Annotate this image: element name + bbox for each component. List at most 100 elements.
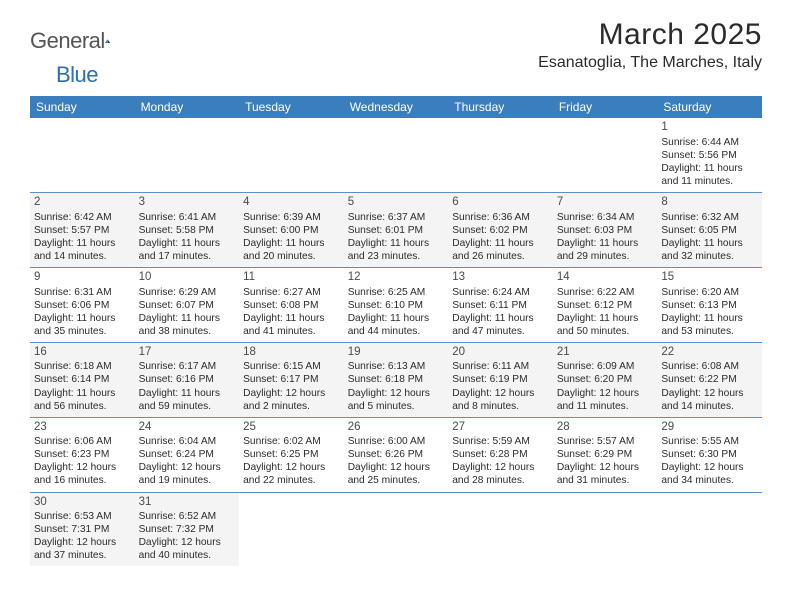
weekday-header: Saturday <box>657 96 762 118</box>
daylight-text: Daylight: 11 hours and 14 minutes. <box>34 237 131 263</box>
calendar-day-cell: 30Sunrise: 6:53 AMSunset: 7:31 PMDayligh… <box>30 492 135 566</box>
sunrise-text: Sunrise: 6:04 AM <box>139 435 236 448</box>
weekday-header-row: SundayMondayTuesdayWednesdayThursdayFrid… <box>30 96 762 118</box>
calendar-day-cell <box>448 118 553 192</box>
sunset-text: Sunset: 7:32 PM <box>139 523 236 536</box>
calendar-day-cell: 18Sunrise: 6:15 AMSunset: 6:17 PMDayligh… <box>239 342 344 417</box>
day-number: 22 <box>661 345 758 360</box>
weekday-header: Friday <box>553 96 658 118</box>
daylight-text: Daylight: 11 hours and 53 minutes. <box>661 312 758 338</box>
day-number: 10 <box>139 270 236 285</box>
calendar-day-cell: 31Sunrise: 6:52 AMSunset: 7:32 PMDayligh… <box>135 492 240 566</box>
calendar-week-row: 23Sunrise: 6:06 AMSunset: 6:23 PMDayligh… <box>30 417 762 492</box>
sunrise-text: Sunrise: 6:31 AM <box>34 286 131 299</box>
logo-text-part2: Blue <box>56 62 98 88</box>
sunset-text: Sunset: 5:57 PM <box>34 224 131 237</box>
sunset-text: Sunset: 6:20 PM <box>557 373 654 386</box>
sunset-text: Sunset: 5:56 PM <box>661 149 758 162</box>
logo-text-part1: General <box>30 28 105 54</box>
sunset-text: Sunset: 6:16 PM <box>139 373 236 386</box>
sunset-text: Sunset: 6:14 PM <box>34 373 131 386</box>
day-number: 24 <box>139 420 236 435</box>
weekday-header: Thursday <box>448 96 553 118</box>
daylight-text: Daylight: 12 hours and 14 minutes. <box>661 387 758 413</box>
sunset-text: Sunset: 6:00 PM <box>243 224 340 237</box>
daylight-text: Daylight: 12 hours and 8 minutes. <box>452 387 549 413</box>
sunrise-text: Sunrise: 6:29 AM <box>139 286 236 299</box>
calendar-day-cell: 24Sunrise: 6:04 AMSunset: 6:24 PMDayligh… <box>135 417 240 492</box>
calendar-day-cell: 10Sunrise: 6:29 AMSunset: 6:07 PMDayligh… <box>135 267 240 342</box>
calendar-day-cell: 3Sunrise: 6:41 AMSunset: 5:58 PMDaylight… <box>135 192 240 267</box>
daylight-text: Daylight: 11 hours and 11 minutes. <box>661 162 758 188</box>
sunset-text: Sunset: 6:22 PM <box>661 373 758 386</box>
daylight-text: Daylight: 12 hours and 28 minutes. <box>452 461 549 487</box>
calendar-day-cell: 26Sunrise: 6:00 AMSunset: 6:26 PMDayligh… <box>344 417 449 492</box>
day-number: 4 <box>243 195 340 210</box>
daylight-text: Daylight: 11 hours and 44 minutes. <box>348 312 445 338</box>
daylight-text: Daylight: 11 hours and 17 minutes. <box>139 237 236 263</box>
calendar-day-cell: 9Sunrise: 6:31 AMSunset: 6:06 PMDaylight… <box>30 267 135 342</box>
calendar-day-cell <box>553 118 658 192</box>
location-subtitle: Esanatoglia, The Marches, Italy <box>538 54 762 72</box>
sunset-text: Sunset: 5:58 PM <box>139 224 236 237</box>
calendar-day-cell: 29Sunrise: 5:55 AMSunset: 6:30 PMDayligh… <box>657 417 762 492</box>
sunrise-text: Sunrise: 6:37 AM <box>348 211 445 224</box>
calendar-week-row: 2Sunrise: 6:42 AMSunset: 5:57 PMDaylight… <box>30 192 762 267</box>
calendar-day-cell: 13Sunrise: 6:24 AMSunset: 6:11 PMDayligh… <box>448 267 553 342</box>
sunrise-text: Sunrise: 6:00 AM <box>348 435 445 448</box>
calendar-day-cell: 21Sunrise: 6:09 AMSunset: 6:20 PMDayligh… <box>553 342 658 417</box>
sunrise-text: Sunrise: 6:24 AM <box>452 286 549 299</box>
sunset-text: Sunset: 6:18 PM <box>348 373 445 386</box>
calendar-day-cell: 6Sunrise: 6:36 AMSunset: 6:02 PMDaylight… <box>448 192 553 267</box>
daylight-text: Daylight: 11 hours and 29 minutes. <box>557 237 654 263</box>
sunrise-text: Sunrise: 6:34 AM <box>557 211 654 224</box>
daylight-text: Daylight: 11 hours and 38 minutes. <box>139 312 236 338</box>
day-number: 19 <box>348 345 445 360</box>
weekday-header: Wednesday <box>344 96 449 118</box>
sunset-text: Sunset: 6:25 PM <box>243 448 340 461</box>
sunset-text: Sunset: 6:30 PM <box>661 448 758 461</box>
sunrise-text: Sunrise: 6:52 AM <box>139 510 236 523</box>
sunrise-text: Sunrise: 6:39 AM <box>243 211 340 224</box>
daylight-text: Daylight: 12 hours and 16 minutes. <box>34 461 131 487</box>
calendar-day-cell: 28Sunrise: 5:57 AMSunset: 6:29 PMDayligh… <box>553 417 658 492</box>
day-number: 14 <box>557 270 654 285</box>
calendar-page: General March 2025 Esanatoglia, The Marc… <box>0 0 792 566</box>
logo-sail-icon <box>105 31 110 51</box>
sunset-text: Sunset: 6:01 PM <box>348 224 445 237</box>
calendar-day-cell: 4Sunrise: 6:39 AMSunset: 6:00 PMDaylight… <box>239 192 344 267</box>
sunset-text: Sunset: 6:07 PM <box>139 299 236 312</box>
sunset-text: Sunset: 6:03 PM <box>557 224 654 237</box>
sunrise-text: Sunrise: 6:53 AM <box>34 510 131 523</box>
day-number: 8 <box>661 195 758 210</box>
sunset-text: Sunset: 6:02 PM <box>452 224 549 237</box>
sunrise-text: Sunrise: 6:02 AM <box>243 435 340 448</box>
sunrise-text: Sunrise: 6:15 AM <box>243 360 340 373</box>
sunset-text: Sunset: 6:28 PM <box>452 448 549 461</box>
daylight-text: Daylight: 12 hours and 5 minutes. <box>348 387 445 413</box>
day-number: 27 <box>452 420 549 435</box>
month-title: March 2025 <box>538 18 762 52</box>
sunrise-text: Sunrise: 6:11 AM <box>452 360 549 373</box>
sunrise-text: Sunrise: 5:59 AM <box>452 435 549 448</box>
day-number: 31 <box>139 495 236 510</box>
sunrise-text: Sunrise: 6:42 AM <box>34 211 131 224</box>
calendar-day-cell <box>239 492 344 566</box>
calendar-day-cell <box>344 492 449 566</box>
calendar-body: 1Sunrise: 6:44 AMSunset: 5:56 PMDaylight… <box>30 118 762 566</box>
sunset-text: Sunset: 6:11 PM <box>452 299 549 312</box>
weekday-header: Sunday <box>30 96 135 118</box>
daylight-text: Daylight: 12 hours and 11 minutes. <box>557 387 654 413</box>
day-number: 13 <box>452 270 549 285</box>
daylight-text: Daylight: 12 hours and 25 minutes. <box>348 461 445 487</box>
day-number: 15 <box>661 270 758 285</box>
calendar-week-row: 30Sunrise: 6:53 AMSunset: 7:31 PMDayligh… <box>30 492 762 566</box>
day-number: 26 <box>348 420 445 435</box>
daylight-text: Daylight: 11 hours and 23 minutes. <box>348 237 445 263</box>
sunrise-text: Sunrise: 6:18 AM <box>34 360 131 373</box>
calendar-day-cell <box>657 492 762 566</box>
sunrise-text: Sunrise: 6:36 AM <box>452 211 549 224</box>
daylight-text: Daylight: 12 hours and 31 minutes. <box>557 461 654 487</box>
calendar-day-cell: 1Sunrise: 6:44 AMSunset: 5:56 PMDaylight… <box>657 118 762 192</box>
daylight-text: Daylight: 12 hours and 40 minutes. <box>139 536 236 562</box>
